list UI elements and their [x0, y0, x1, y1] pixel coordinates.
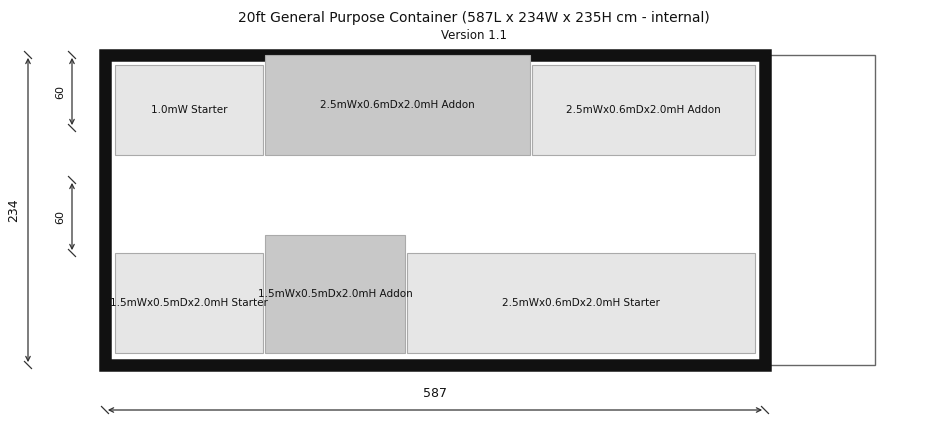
Bar: [115, 253, 263, 353]
Text: 20ft General Purpose Container (587L x 234W x 235H cm - internal): 20ft General Purpose Container (587L x 2…: [238, 11, 710, 25]
Bar: [407, 253, 755, 353]
Text: 2.5mWx0.6mDx2.0mH Addon: 2.5mWx0.6mDx2.0mH Addon: [320, 100, 475, 110]
Text: 1.0mW Starter: 1.0mW Starter: [151, 105, 228, 115]
Bar: [265, 235, 405, 353]
Bar: [532, 65, 755, 155]
Text: Version 1.1: Version 1.1: [441, 29, 507, 42]
Bar: [761, 206, 769, 214]
Text: 587: 587: [423, 387, 447, 400]
Text: 60: 60: [55, 209, 65, 223]
Text: 1.5mWx0.5mDx2.0mH Addon: 1.5mWx0.5mDx2.0mH Addon: [258, 289, 412, 299]
Text: 2.5mWx0.6mDx2.0mH Starter: 2.5mWx0.6mDx2.0mH Starter: [502, 298, 660, 308]
Text: 1.5mWx0.5mDx2.0mH Starter: 1.5mWx0.5mDx2.0mH Starter: [110, 298, 268, 308]
Bar: [765, 55, 875, 365]
Text: 234: 234: [8, 198, 21, 222]
Bar: [115, 65, 263, 155]
Bar: [265, 55, 530, 155]
Bar: [105, 55, 765, 365]
Text: 2.5mWx0.6mDx2.0mH Addon: 2.5mWx0.6mDx2.0mH Addon: [566, 105, 720, 115]
Text: 60: 60: [55, 84, 65, 98]
